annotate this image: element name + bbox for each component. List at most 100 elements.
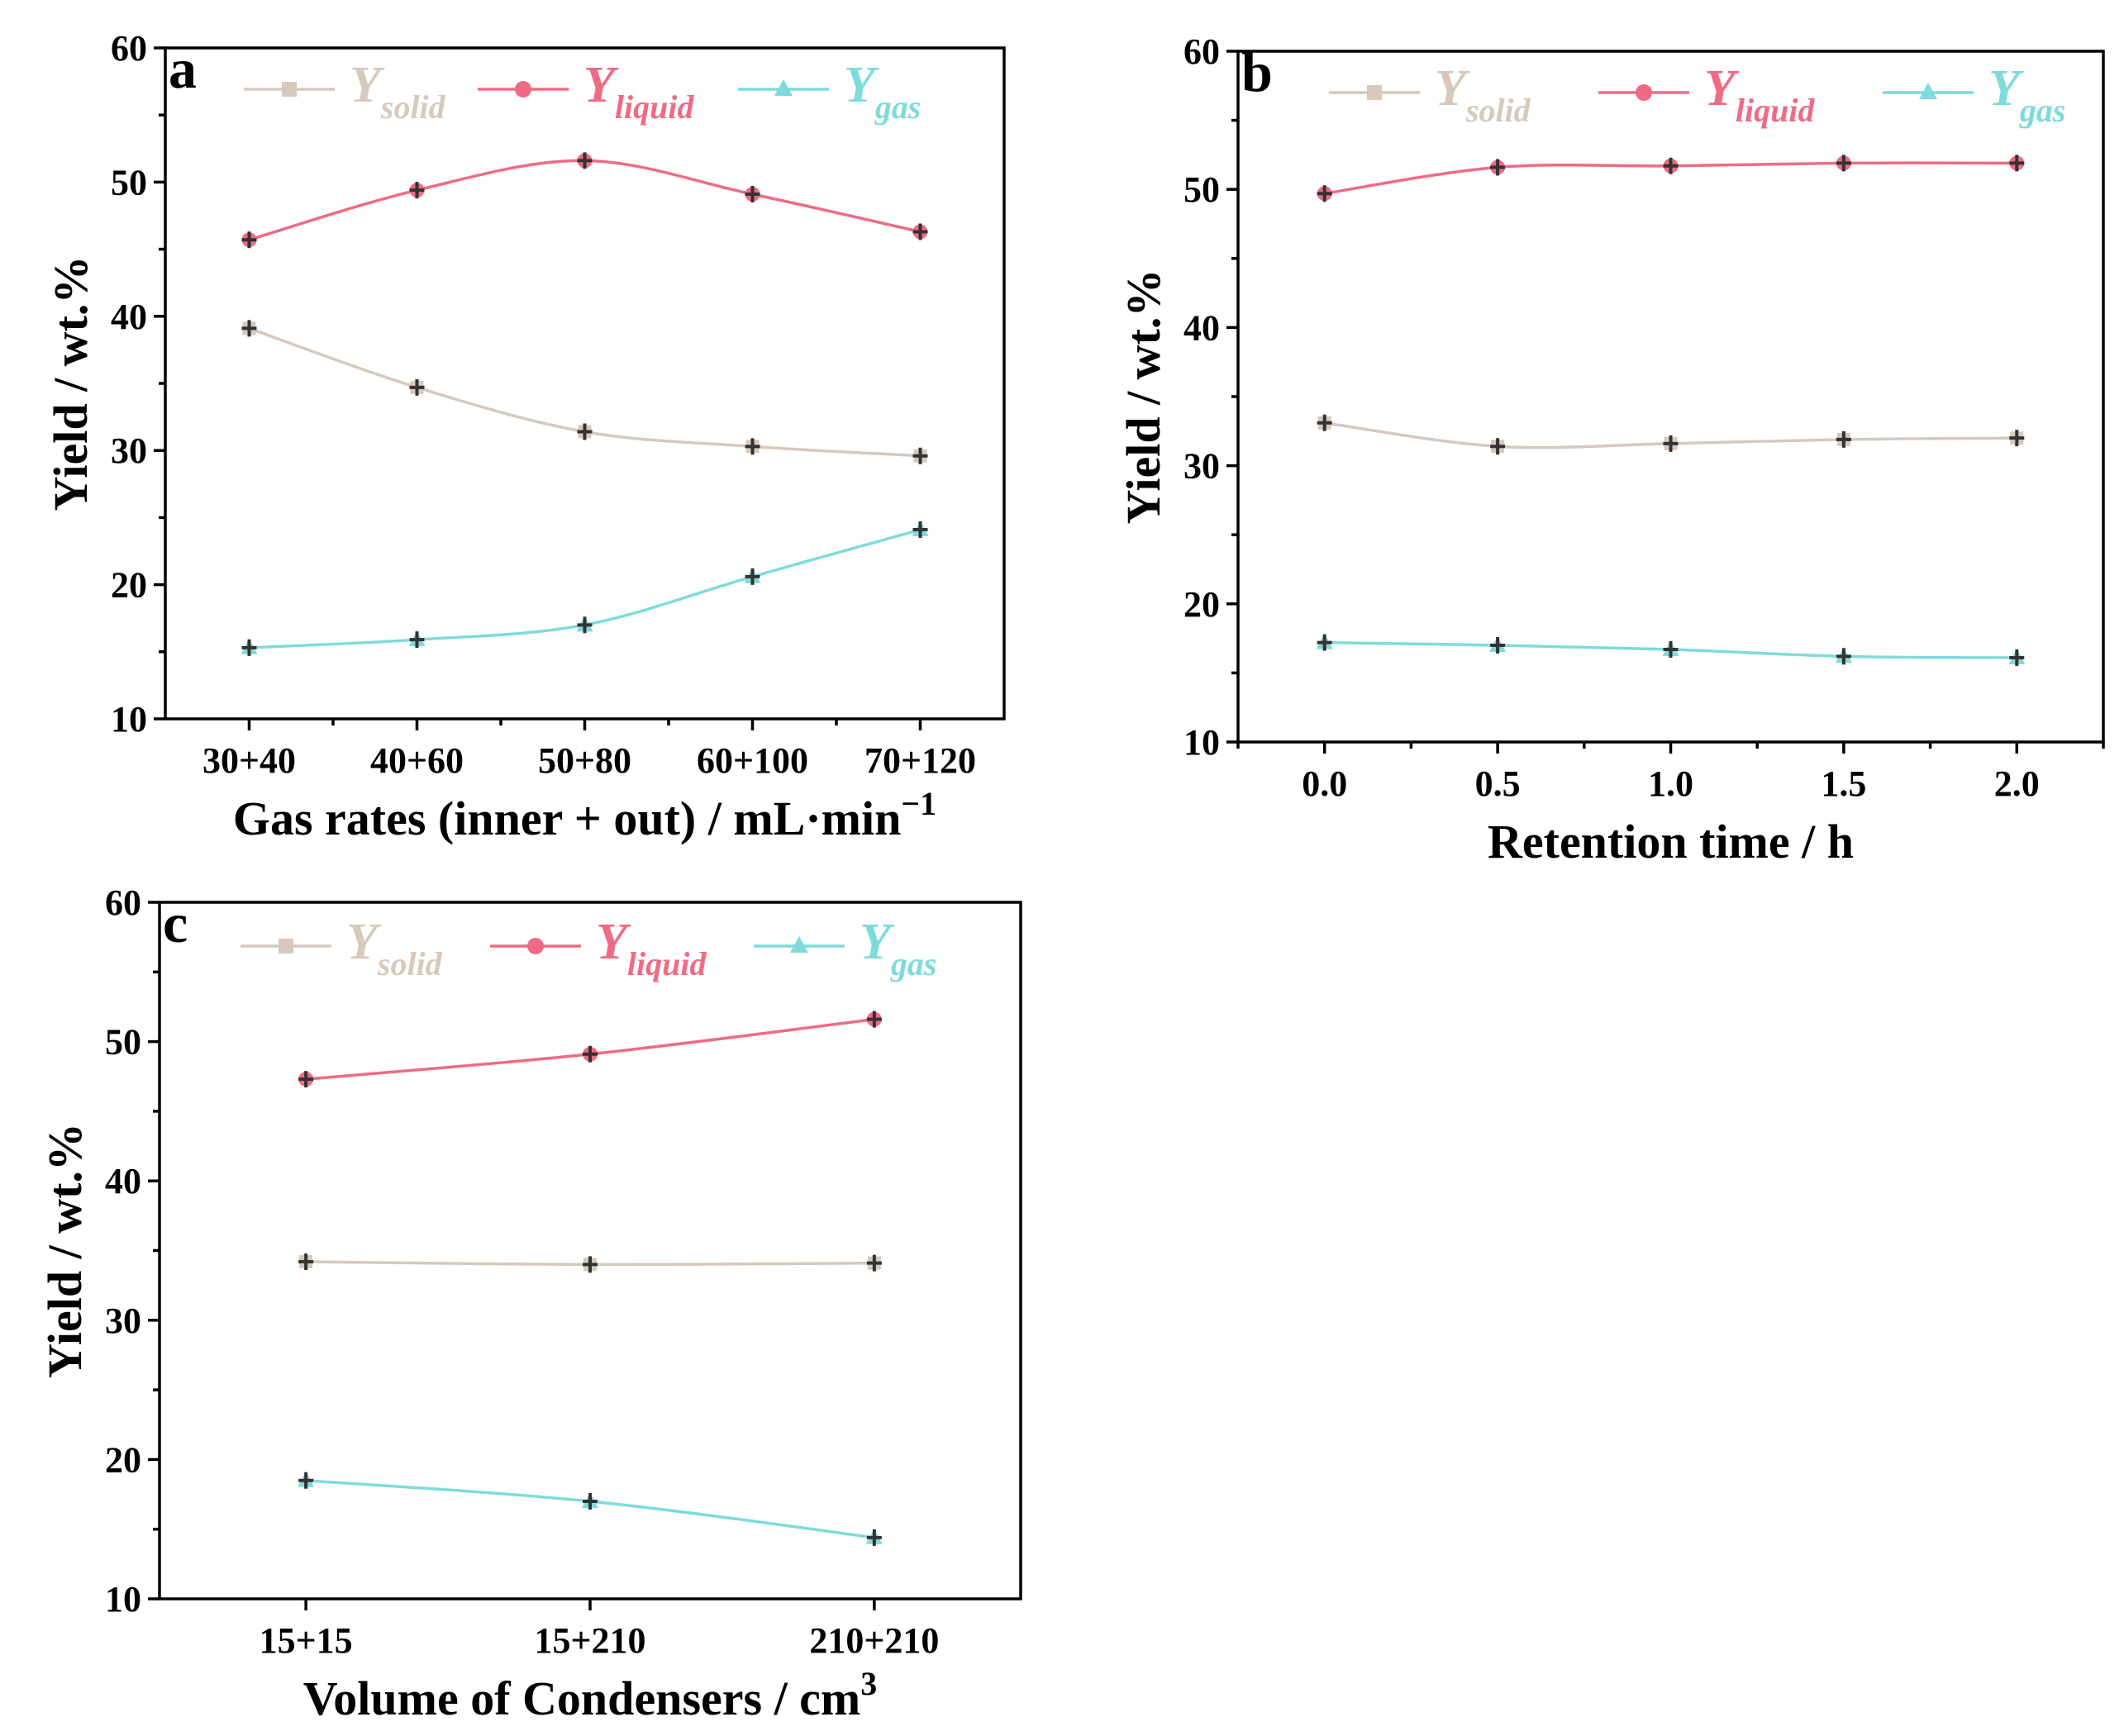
x-tick-label: 15+210 <box>534 1620 645 1661</box>
x-tick-label: 15+15 <box>260 1620 353 1661</box>
point-cross <box>1317 414 1332 431</box>
point-cross <box>866 1254 882 1272</box>
series-line-liquid <box>249 159 921 241</box>
point-cross <box>1836 648 1851 665</box>
x-tick-label: 70+120 <box>864 740 976 781</box>
legend: Ysolid Yliquid Ygas <box>1329 60 2065 129</box>
legend-sub-solid: solid <box>1465 92 1531 129</box>
x-axis-title-sup: −1 <box>901 785 936 822</box>
point-cross <box>1490 636 1506 654</box>
x-axis-title: Volume of Condensers / cm3 <box>303 1665 878 1725</box>
point-cross <box>241 639 257 656</box>
point-cross <box>577 616 593 634</box>
panel-b: 10 20 30 40 50 60 0.0 0.5 1.0 1.5 2.0 Retention tim… <box>1117 31 2105 868</box>
legend-sub-gas: gas <box>890 945 937 982</box>
legend-label-gas: Ygas <box>1988 60 2065 129</box>
y-tick-label: 50 <box>105 1022 141 1063</box>
point-cross <box>298 1472 314 1489</box>
y-tick-label: 10 <box>111 699 147 740</box>
point-cross <box>912 521 928 539</box>
point-cross <box>745 186 760 203</box>
point-cross <box>409 182 425 199</box>
legend-sub-liquid: liquid <box>627 945 707 982</box>
x-tick-label: 1.0 <box>1648 763 1693 804</box>
y-axis-title: Yield / wt.% <box>44 256 98 511</box>
legend-sub-gas: gas <box>874 88 922 126</box>
point-cross <box>577 152 593 169</box>
y-tick-label: 20 <box>105 1439 141 1480</box>
point-cross <box>298 1253 314 1270</box>
legend-marker-gas <box>774 79 793 96</box>
x-tick-label: 30+40 <box>202 740 296 781</box>
legend-label-gas: Ygas <box>860 914 936 982</box>
x-tick-label: 210+210 <box>809 1620 939 1661</box>
point-cross <box>1663 157 1679 174</box>
point-cross <box>1317 634 1332 651</box>
legend: Ysolid Yliquid Ygas <box>244 57 921 126</box>
y-axis-title: Yield / wt.% <box>1117 269 1170 525</box>
point-cross <box>583 1256 598 1273</box>
y-tick-label: 20 <box>1183 584 1220 625</box>
y-tick-label: 60 <box>111 28 147 69</box>
legend-label-solid: Ysolid <box>346 914 443 982</box>
y-tick-label: 40 <box>1183 307 1220 348</box>
x-tick-label: 40+60 <box>370 740 464 781</box>
legend-marker-solid <box>282 82 297 97</box>
y-tick-label: 30 <box>105 1301 141 1341</box>
point-cross <box>2009 430 2025 447</box>
legend-marker-liquid <box>515 81 531 98</box>
x-tick-label: 0.0 <box>1302 763 1347 804</box>
y-tick-label: 30 <box>111 430 147 471</box>
legend-sub-liquid: liquid <box>615 88 695 126</box>
point-cross <box>912 223 928 240</box>
panel-letter: b <box>1241 40 1273 103</box>
y-tick-label: 60 <box>1183 31 1220 72</box>
point-cross <box>912 447 928 464</box>
point-cross <box>1836 430 1851 448</box>
legend-label-solid: Ysolid <box>350 57 446 126</box>
x-axis-title: Gas rates (inner + out) / mL·min−1 <box>233 785 936 845</box>
y-tick-label: 10 <box>105 1579 141 1619</box>
legend-marker-liquid <box>527 938 544 954</box>
point-cross <box>577 423 593 440</box>
y-tick-label: 60 <box>105 882 141 923</box>
x-axis-title: Retention time / h <box>1488 815 1854 868</box>
point-cross <box>1836 155 1851 172</box>
plot-frame <box>1236 50 2105 744</box>
legend-marker-liquid <box>1636 84 1652 101</box>
legend-marker-gas <box>790 936 808 953</box>
legend-sub-gas: gas <box>2019 92 2066 129</box>
point-cross <box>1663 435 1679 452</box>
panel-letter: c <box>163 892 188 954</box>
point-cross <box>1317 185 1332 202</box>
y-axis-title: Yield / wt.% <box>38 1123 92 1378</box>
y-tick-label: 50 <box>1183 169 1220 210</box>
legend-sub-solid: solid <box>377 945 443 982</box>
x-tick-label: 60+100 <box>697 740 808 781</box>
point-cross <box>866 1529 882 1546</box>
legend-sub-liquid: liquid <box>1736 92 1816 129</box>
point-cross <box>241 320 257 337</box>
y-tick-label: 10 <box>1183 722 1220 763</box>
point-cross <box>1663 640 1679 658</box>
legend-label-solid: Ysolid <box>1435 60 1531 129</box>
point-cross <box>583 1492 598 1510</box>
x-tick-label: 1.5 <box>1821 763 1866 804</box>
x-tick-label: 0.5 <box>1475 763 1521 804</box>
y-tick-label: 30 <box>1183 446 1220 487</box>
point-cross <box>298 1071 314 1088</box>
legend-label-liquid: Yliquid <box>1704 60 1815 129</box>
legend-marker-solid <box>279 939 293 954</box>
legend-label-liquid: Yliquid <box>583 57 694 126</box>
point-cross <box>1490 159 1506 176</box>
point-cross <box>409 378 425 396</box>
panel-letter: a <box>169 37 197 100</box>
point-cross <box>745 438 760 455</box>
legend-marker-solid <box>1367 85 1382 100</box>
point-cross <box>409 631 425 649</box>
y-tick-label: 40 <box>111 297 147 337</box>
point-cross <box>2009 649 2025 667</box>
legend-label-liquid: Yliquid <box>596 914 707 982</box>
